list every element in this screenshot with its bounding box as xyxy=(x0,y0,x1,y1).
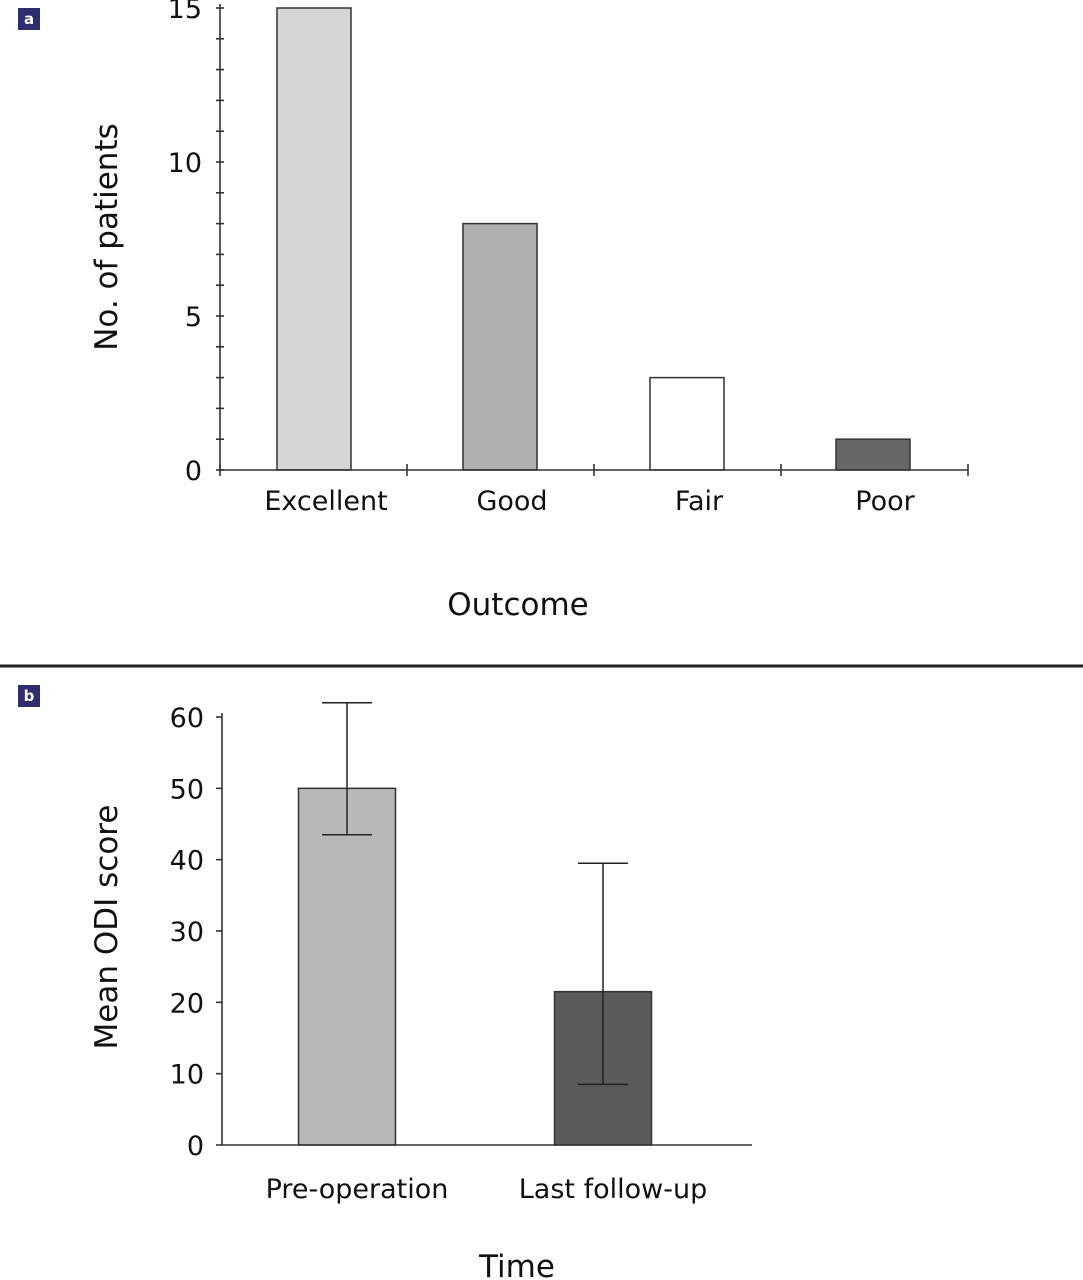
panel-b-bar-pre-operation xyxy=(297,787,397,1146)
panel-b-y-axis-title: Mean ODI score xyxy=(89,805,125,1050)
panel-b-y-tick-label: 40 xyxy=(170,846,204,877)
panel-a-x-tick-label: Excellent xyxy=(264,486,387,517)
panel-a-bar-good xyxy=(462,222,538,471)
panel-a-y-tick-label: 0 xyxy=(185,456,202,487)
panel-a-y-tick-label: 5 xyxy=(185,302,202,333)
panel-a-badge: a xyxy=(18,8,40,30)
panel-b-y-tick-label: 30 xyxy=(170,917,204,948)
panel-b-y-tick-label: 50 xyxy=(170,774,204,805)
panel-a-bar-fair xyxy=(649,376,725,471)
panel-b-x-tick-label: Pre-operation xyxy=(266,1174,449,1205)
panel-a-y-tick-label: 10 xyxy=(168,148,202,179)
panel-a-bar-poor xyxy=(835,438,911,471)
panel-a-label: a xyxy=(24,10,34,28)
panel-a-y-tick-label: 15 xyxy=(168,0,202,25)
panel-b-badge: b xyxy=(18,685,40,707)
panel-b-y-tick-label: 60 xyxy=(170,703,204,734)
panel-b: b 0 10 20 30 40 50 60 Pre-operation Last follow-… xyxy=(18,685,752,1280)
panel-a: a 0 5 10 15 Excellent Good Fair Poor Outcome No… xyxy=(18,0,969,623)
panel-b-label: b xyxy=(24,687,35,705)
panel-a-x-tick-label: Good xyxy=(476,486,547,517)
panel-a-y-axis-title: No. of patients xyxy=(89,123,125,351)
panel-a-bar-excellent xyxy=(276,7,352,471)
panel-b-x-tick-label: Last follow-up xyxy=(519,1174,707,1205)
panel-b-y-tick-label: 10 xyxy=(170,1060,204,1091)
panel-b-y-tick-label: 20 xyxy=(170,988,204,1019)
panel-a-x-axis-title: Outcome xyxy=(447,587,588,623)
panel-b-y-tick-label: 0 xyxy=(187,1131,204,1162)
panel-a-x-tick-label: Fair xyxy=(675,486,724,517)
panel-b-x-axis-title: Time xyxy=(478,1249,555,1280)
panel-a-x-tick-label: Poor xyxy=(855,486,915,517)
